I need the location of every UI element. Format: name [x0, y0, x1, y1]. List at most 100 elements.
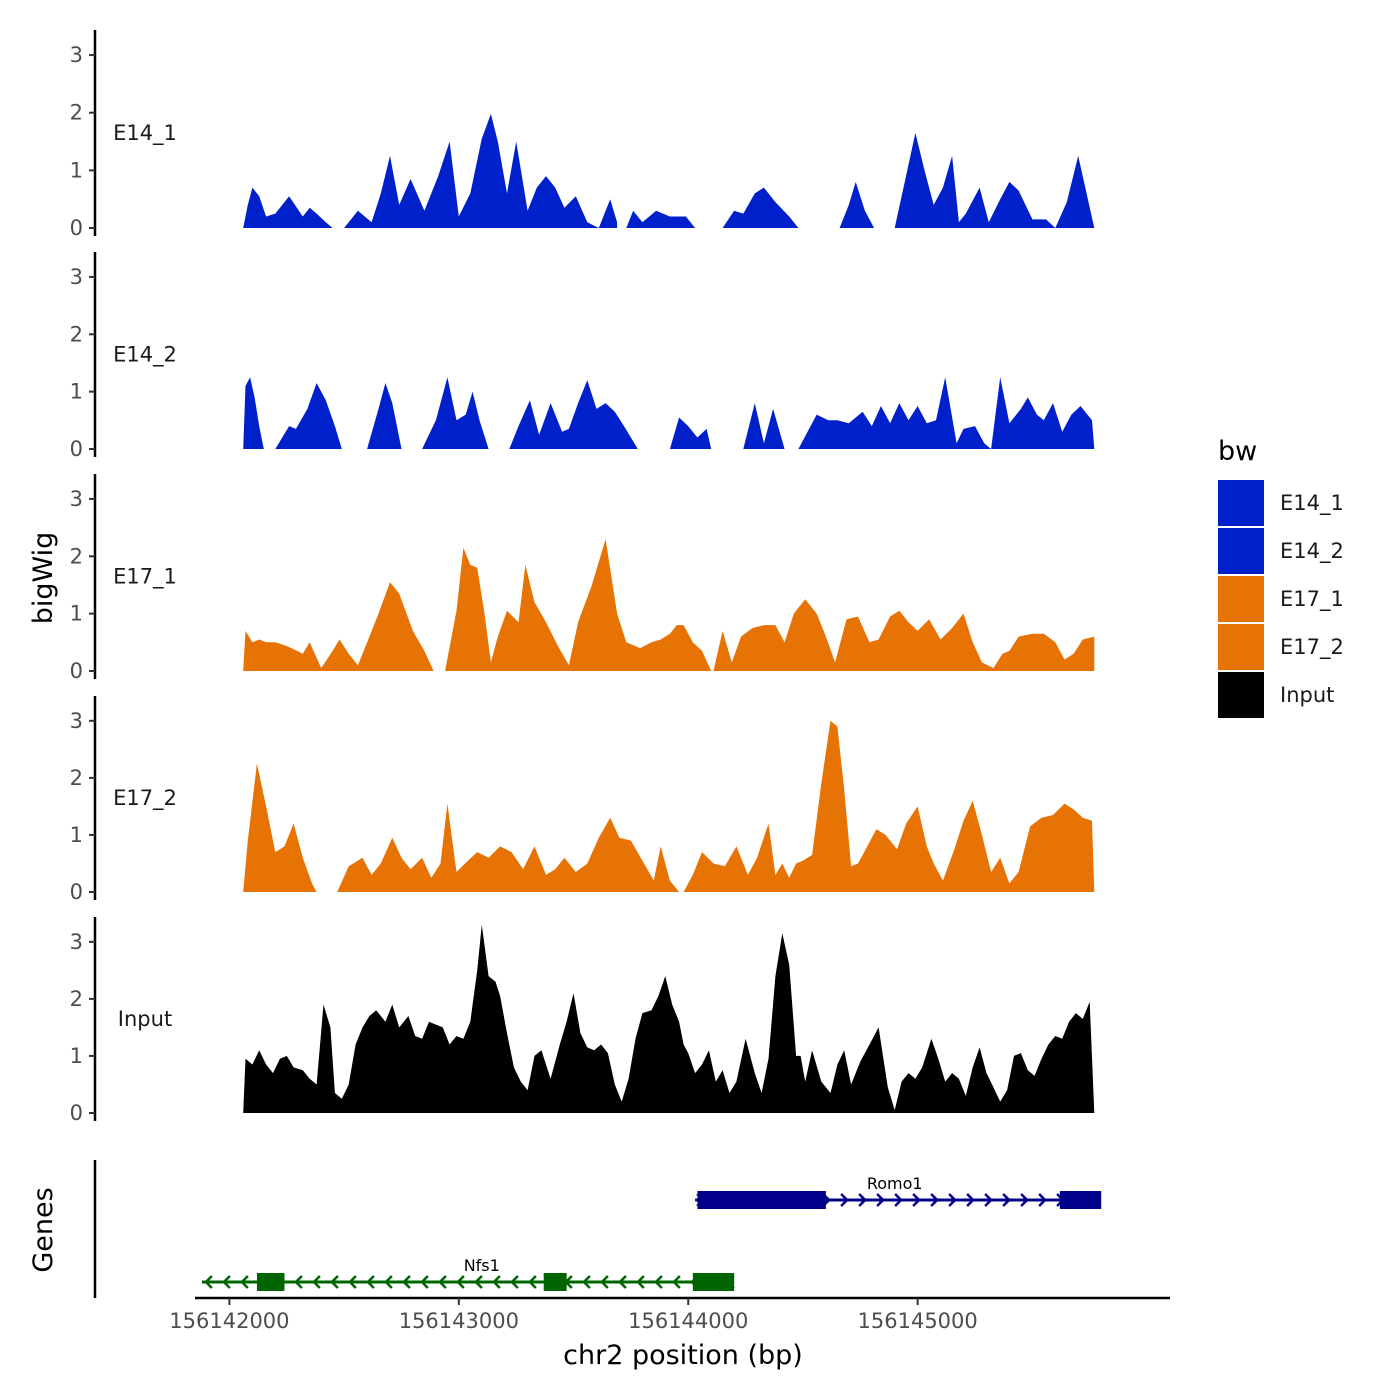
x-axis-title: chr2 position (bp)	[563, 1340, 803, 1371]
strand-arrow	[912, 1193, 921, 1207]
y-tick-label: 2	[70, 987, 83, 1011]
x-tick-label: 156145000	[858, 1309, 978, 1333]
strand-arrow	[456, 1275, 465, 1289]
strand-arrow	[384, 1275, 393, 1289]
track-area-E14_1-2	[626, 210, 696, 228]
track-area-E14_1-0	[243, 187, 333, 228]
strand-arrow	[840, 1193, 849, 1207]
y-tick-label: 0	[70, 437, 83, 461]
y-tick-label: 2	[70, 101, 83, 125]
track-area-Input-0	[243, 924, 1095, 1113]
strand-arrow	[402, 1275, 411, 1289]
strand-arrow	[204, 1275, 213, 1289]
y-tick-label: 0	[70, 880, 83, 904]
strand-arrow	[618, 1275, 627, 1289]
genes-panel: Romo1 Nfs1	[93, 1160, 1102, 1298]
gene-Nfs1: Nfs1	[201, 1256, 735, 1291]
y-tick-label: 3	[70, 930, 83, 954]
track-label-E17_1: E17_1	[113, 564, 177, 589]
legend-label: E14_1	[1280, 491, 1344, 516]
track-area-E17_1-1	[445, 539, 712, 671]
genes-axis-title: Genes	[28, 1187, 59, 1272]
legend-item-E14_2: E14_2	[1218, 528, 1344, 574]
legend-item-E14_1: E14_1	[1218, 480, 1344, 526]
gene-label-Romo1: Romo1	[867, 1174, 923, 1193]
track-area-E14_1-5	[894, 132, 1095, 228]
track-area-E17_2-2	[683, 720, 1095, 892]
strand-arrow	[474, 1275, 483, 1289]
exon-Nfs1-1	[543, 1273, 567, 1291]
track-label-E17_2: E17_2	[113, 786, 177, 811]
track-area-E14_2-2	[367, 383, 402, 449]
strand-arrow	[294, 1275, 303, 1289]
strand-arrow	[636, 1275, 645, 1289]
legend-swatch	[1218, 528, 1264, 574]
track-area-E14_2-3	[422, 377, 489, 449]
y-tick-label: 2	[70, 322, 83, 346]
legend-swatch	[1218, 624, 1264, 670]
strand-arrow	[948, 1193, 957, 1207]
legend-swatch	[1218, 576, 1264, 622]
strand-arrow	[366, 1275, 375, 1289]
track-area-E14_1-4	[839, 181, 875, 228]
gene-Romo1: Romo1	[695, 1174, 1102, 1209]
y-tick-label: 1	[70, 602, 83, 626]
track-E14_1: 0 1 2 3 E14_1	[70, 30, 1095, 240]
track-area-E14_2-5	[669, 417, 712, 449]
legend-label: Input	[1280, 683, 1334, 707]
x-tick-label: 156144000	[628, 1309, 748, 1333]
y-tick-label: 2	[70, 544, 83, 568]
track-area-E17_2-0	[243, 763, 317, 892]
strand-arrow	[438, 1275, 447, 1289]
strand-arrow	[330, 1275, 339, 1289]
strand-arrow	[654, 1275, 663, 1289]
legend-label: E14_2	[1280, 539, 1344, 564]
legend-item-Input: Input	[1218, 672, 1334, 718]
strand-arrow	[858, 1193, 867, 1207]
strand-arrow	[930, 1193, 939, 1207]
track-E17_2: 0 1 2 3 E17_2	[70, 696, 1095, 904]
strand-arrow	[1038, 1193, 1047, 1207]
strand-arrow	[348, 1275, 357, 1289]
y-tick-label: 0	[70, 216, 83, 240]
strand-arrow	[528, 1275, 537, 1289]
strand-arrow	[492, 1275, 501, 1289]
track-E17_1: 0 1 2 3 E17_1	[70, 474, 1095, 683]
track-label-Input: Input	[118, 1007, 172, 1031]
y-tick-label: 1	[70, 380, 83, 404]
strand-arrow	[222, 1275, 231, 1289]
track-area-E14_2-6	[743, 403, 785, 449]
strand-arrow	[600, 1275, 609, 1289]
strand-arrow	[894, 1193, 903, 1207]
gene-label-Nfs1: Nfs1	[464, 1256, 500, 1275]
strand-arrow	[420, 1275, 429, 1289]
strand-arrow	[312, 1275, 321, 1289]
track-area-E14_2-0	[243, 377, 264, 449]
y-tick-label: 0	[70, 1101, 83, 1125]
exon-Romo1-1	[1059, 1191, 1102, 1209]
legend-label: E17_2	[1280, 635, 1344, 660]
track-area-E14_2-1	[275, 383, 342, 449]
y-tick-label: 3	[70, 265, 83, 289]
legend-title: bw	[1218, 436, 1257, 467]
legend-swatch	[1218, 480, 1264, 526]
track-Input: 0 1 2 3 Input	[70, 917, 1095, 1125]
track-label-E14_1: E14_1	[113, 121, 177, 146]
y-tick-label: 3	[70, 487, 83, 511]
strand-arrow	[582, 1275, 591, 1289]
strand-arrow	[510, 1275, 519, 1289]
legend-label: E17_1	[1280, 587, 1344, 612]
legend-item-E17_2: E17_2	[1218, 624, 1344, 670]
legend: bw E14_1 E14_2 E17_1 E17_2 Input	[1218, 436, 1344, 718]
track-area-E17_1-0	[243, 582, 439, 671]
y-tick-label: 1	[70, 158, 83, 182]
strand-arrow	[966, 1193, 975, 1207]
legend-item-E17_1: E17_1	[1218, 576, 1344, 622]
x-tick-label: 156142000	[169, 1309, 289, 1333]
x-tick-label: 156143000	[399, 1309, 519, 1333]
y-tick-label: 2	[70, 766, 83, 790]
track-area-E17_2-1	[337, 803, 680, 892]
y-tick-label: 3	[70, 43, 83, 67]
y-tick-label: 1	[70, 823, 83, 847]
track-area-E14_2-4	[509, 380, 638, 449]
